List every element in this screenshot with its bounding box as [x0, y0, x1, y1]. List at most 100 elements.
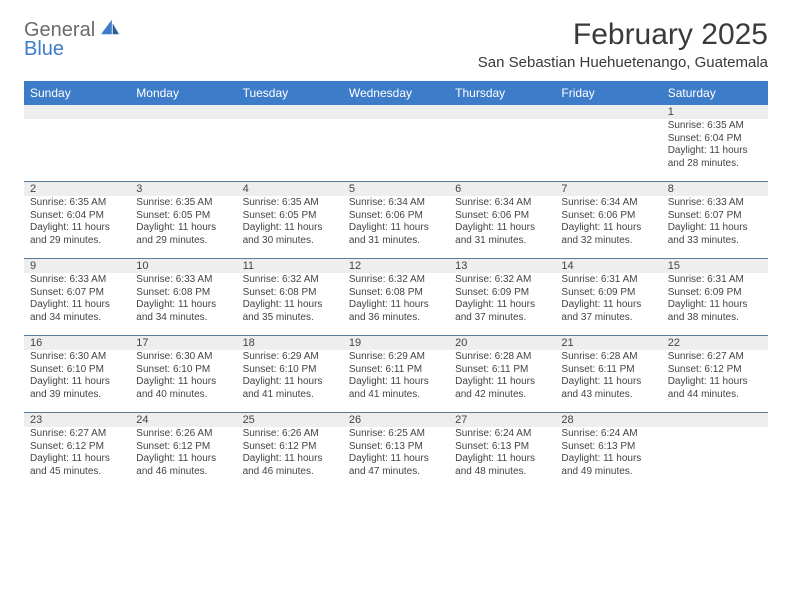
sunset-text: Sunset: 6:12 PM [30, 441, 124, 454]
logo-text: General Blue [24, 18, 121, 59]
sunrise-text: Sunrise: 6:26 AM [243, 428, 337, 441]
day-cell: Sunrise: 6:32 AMSunset: 6:08 PMDaylight:… [343, 273, 449, 335]
daylight-text: Daylight: 11 hours [30, 453, 124, 466]
sunrise-text: Sunrise: 6:35 AM [136, 197, 230, 210]
day-cell: Sunrise: 6:33 AMSunset: 6:07 PMDaylight:… [662, 196, 768, 258]
month-title: February 2025 [478, 18, 768, 52]
sunset-text: Sunset: 6:04 PM [668, 133, 762, 146]
daylight-text: Daylight: 11 hours [136, 453, 230, 466]
day-cell: Sunrise: 6:27 AMSunset: 6:12 PMDaylight:… [24, 427, 130, 489]
day-cell: Sunrise: 6:30 AMSunset: 6:10 PMDaylight:… [130, 350, 236, 412]
sunrise-text: Sunrise: 6:34 AM [561, 197, 655, 210]
day-cell: Sunrise: 6:25 AMSunset: 6:13 PMDaylight:… [343, 427, 449, 489]
daylight-text: and 46 minutes. [136, 466, 230, 479]
sunrise-text: Sunrise: 6:34 AM [455, 197, 549, 210]
logo-word-blue: Blue [24, 40, 121, 59]
day-cell: Sunrise: 6:27 AMSunset: 6:12 PMDaylight:… [662, 350, 768, 412]
sunset-text: Sunset: 6:12 PM [668, 364, 762, 377]
sunset-text: Sunset: 6:07 PM [668, 210, 762, 223]
daylight-text: Daylight: 11 hours [455, 299, 549, 312]
day-number [343, 105, 449, 119]
sunrise-text: Sunrise: 6:32 AM [349, 274, 443, 287]
sunrise-text: Sunrise: 6:27 AM [668, 351, 762, 364]
sunset-text: Sunset: 6:08 PM [243, 287, 337, 300]
sunset-text: Sunset: 6:04 PM [30, 210, 124, 223]
daylight-text: and 35 minutes. [243, 312, 337, 325]
sunrise-text: Sunrise: 6:34 AM [349, 197, 443, 210]
day-number: 5 [343, 182, 449, 196]
sunrise-text: Sunrise: 6:31 AM [668, 274, 762, 287]
day-cell: Sunrise: 6:35 AMSunset: 6:05 PMDaylight:… [237, 196, 343, 258]
day-cell: Sunrise: 6:35 AMSunset: 6:04 PMDaylight:… [662, 119, 768, 181]
day-number: 18 [237, 336, 343, 350]
daylight-text: Daylight: 11 hours [455, 453, 549, 466]
empty-day-cell [130, 119, 236, 181]
day-number: 15 [662, 259, 768, 273]
sunset-text: Sunset: 6:09 PM [561, 287, 655, 300]
sunset-text: Sunset: 6:06 PM [349, 210, 443, 223]
day-number: 20 [449, 336, 555, 350]
daylight-text: and 39 minutes. [30, 389, 124, 402]
empty-day-cell [343, 119, 449, 181]
daylight-text: and 31 minutes. [455, 235, 549, 248]
day-number: 9 [24, 259, 130, 273]
day-number-band: 232425262728 [24, 413, 768, 427]
daylight-text: Daylight: 11 hours [668, 222, 762, 235]
day-number [237, 105, 343, 119]
day-number-band: 2345678 [24, 182, 768, 196]
day-number: 12 [343, 259, 449, 273]
day-cell: Sunrise: 6:29 AMSunset: 6:10 PMDaylight:… [237, 350, 343, 412]
daylight-text: Daylight: 11 hours [561, 376, 655, 389]
sunset-text: Sunset: 6:10 PM [243, 364, 337, 377]
sunset-text: Sunset: 6:09 PM [668, 287, 762, 300]
daylight-text: Daylight: 11 hours [561, 453, 655, 466]
sunrise-text: Sunrise: 6:33 AM [668, 197, 762, 210]
day-cell: Sunrise: 6:26 AMSunset: 6:12 PMDaylight:… [237, 427, 343, 489]
daylight-text: Daylight: 11 hours [243, 299, 337, 312]
day-cell: Sunrise: 6:35 AMSunset: 6:04 PMDaylight:… [24, 196, 130, 258]
daylight-text: and 33 minutes. [668, 235, 762, 248]
sunrise-text: Sunrise: 6:35 AM [30, 197, 124, 210]
page-header: General Blue February 2025 San Sebastian… [24, 18, 768, 71]
daylight-text: and 42 minutes. [455, 389, 549, 402]
empty-day-cell [555, 119, 661, 181]
daylight-text: and 31 minutes. [349, 235, 443, 248]
day-number [662, 413, 768, 427]
daylight-text: Daylight: 11 hours [30, 222, 124, 235]
day-number: 8 [662, 182, 768, 196]
daylight-text: Daylight: 11 hours [136, 299, 230, 312]
day-number: 28 [555, 413, 661, 427]
daylight-text: and 40 minutes. [136, 389, 230, 402]
day-number [555, 105, 661, 119]
empty-day-cell [449, 119, 555, 181]
day-number: 26 [343, 413, 449, 427]
daylight-text: Daylight: 11 hours [243, 376, 337, 389]
day-number [130, 105, 236, 119]
daylight-text: Daylight: 11 hours [30, 299, 124, 312]
sunset-text: Sunset: 6:13 PM [349, 441, 443, 454]
daylight-text: Daylight: 11 hours [561, 222, 655, 235]
day-number: 25 [237, 413, 343, 427]
daylight-text: Daylight: 11 hours [243, 222, 337, 235]
sunset-text: Sunset: 6:11 PM [349, 364, 443, 377]
day-number-band: 9101112131415 [24, 259, 768, 273]
day-cell: Sunrise: 6:33 AMSunset: 6:07 PMDaylight:… [24, 273, 130, 335]
daylight-text: and 36 minutes. [349, 312, 443, 325]
sunrise-text: Sunrise: 6:28 AM [455, 351, 549, 364]
day-number: 24 [130, 413, 236, 427]
title-block: February 2025 San Sebastian Huehuetenang… [478, 18, 768, 71]
calendar-week: 2345678Sunrise: 6:35 AMSunset: 6:04 PMDa… [24, 181, 768, 258]
day-cell: Sunrise: 6:30 AMSunset: 6:10 PMDaylight:… [24, 350, 130, 412]
daylight-text: and 30 minutes. [243, 235, 337, 248]
day-number: 2 [24, 182, 130, 196]
day-cell: Sunrise: 6:33 AMSunset: 6:08 PMDaylight:… [130, 273, 236, 335]
day-cell: Sunrise: 6:24 AMSunset: 6:13 PMDaylight:… [555, 427, 661, 489]
sunset-text: Sunset: 6:10 PM [30, 364, 124, 377]
empty-day-cell [24, 119, 130, 181]
weekday-friday: Friday [555, 81, 661, 105]
logo: General Blue [24, 18, 121, 59]
day-number: 11 [237, 259, 343, 273]
day-cell: Sunrise: 6:32 AMSunset: 6:08 PMDaylight:… [237, 273, 343, 335]
sunrise-text: Sunrise: 6:29 AM [243, 351, 337, 364]
daylight-text: and 49 minutes. [561, 466, 655, 479]
